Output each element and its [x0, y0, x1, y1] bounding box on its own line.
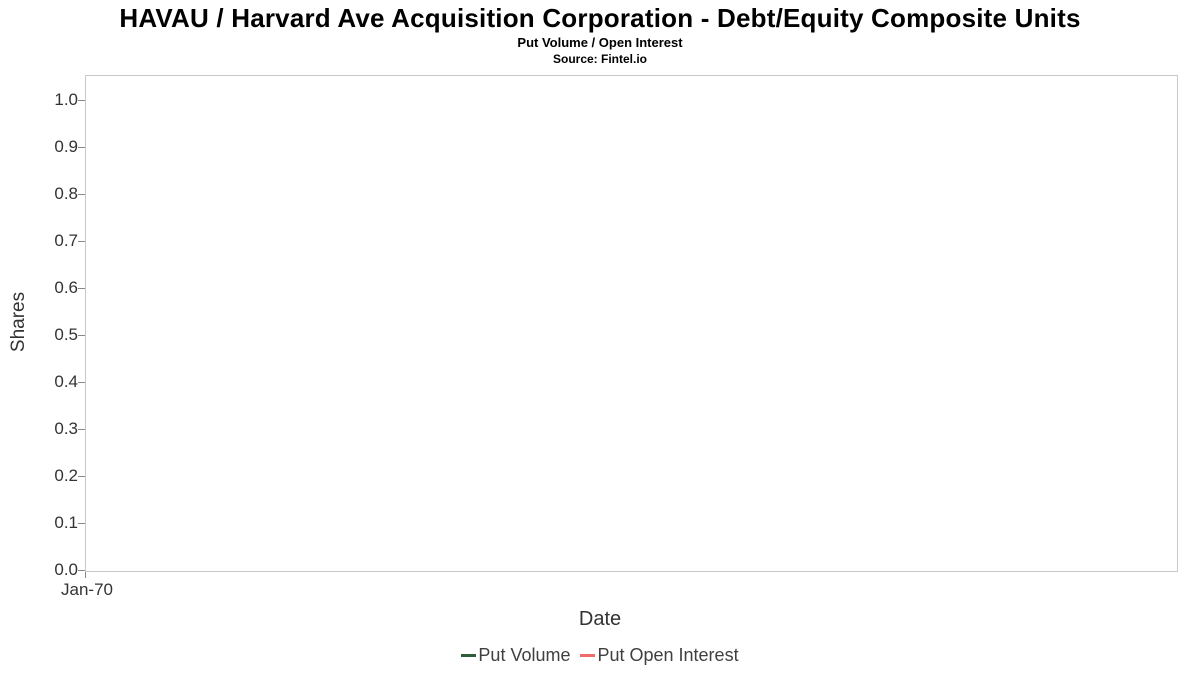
y-tick-label: 0.4 [54, 372, 78, 391]
legend: Put Volume Put Open Interest [0, 645, 1200, 666]
y-tick-label: 0.5 [54, 325, 78, 344]
y-tick-mark [78, 382, 85, 383]
legend-label: Put Volume [478, 645, 571, 665]
legend-line-icon [580, 654, 596, 657]
chart-source: Source: Fintel.io [552, 52, 647, 66]
legend-item[interactable]: Put Volume [461, 645, 570, 666]
chart-subtitle: Put Volume / Open Interest [517, 35, 683, 50]
x-axis-label: Date [578, 608, 622, 630]
y-tick-label: 0.3 [54, 419, 78, 438]
y-tick-label: 0.2 [54, 466, 78, 485]
y-tick-label: 0.8 [54, 184, 78, 203]
x-tick-mark [85, 572, 86, 578]
y-tick-mark [78, 523, 85, 524]
plot-area [85, 75, 1178, 572]
y-tick-label: 0.9 [54, 137, 78, 156]
y-tick-mark [78, 194, 85, 195]
legend-line-icon [461, 654, 477, 657]
y-tick-mark [78, 147, 85, 148]
y-tick-label: 0.7 [54, 231, 78, 250]
chart-title: HAVAU / Harvard Ave Acquisition Corporat… [119, 3, 1081, 33]
y-tick-label: 0.1 [54, 513, 78, 532]
y-tick-label: 0.0 [54, 560, 78, 579]
x-tick-label: Jan-70 [61, 580, 113, 599]
y-tick-mark [78, 476, 85, 477]
y-tick-mark [78, 100, 85, 101]
y-tick-mark [78, 288, 85, 289]
y-tick-mark [78, 429, 85, 430]
y-tick-label: 1.0 [54, 90, 78, 109]
legend-label: Put Open Interest [597, 645, 739, 665]
y-tick-mark [78, 335, 85, 336]
legend-item[interactable]: Put Open Interest [580, 645, 739, 666]
y-tick-mark [78, 241, 85, 242]
y-tick-label: 0.6 [54, 278, 78, 297]
y-tick-mark [78, 570, 85, 571]
